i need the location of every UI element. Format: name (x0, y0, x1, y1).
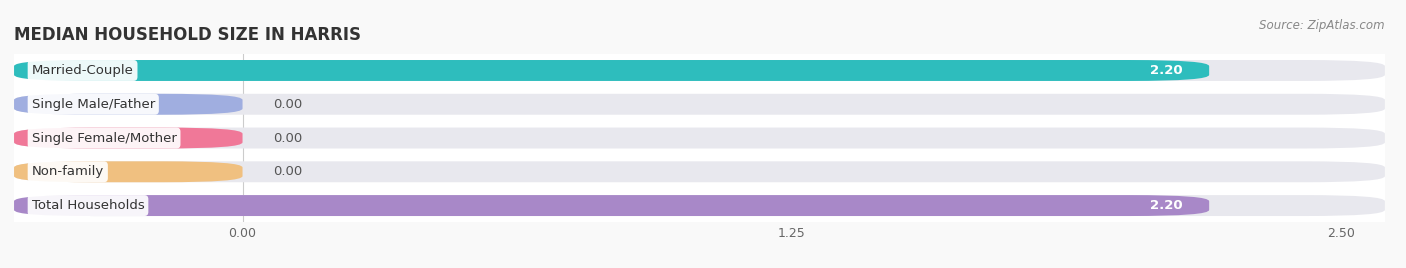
FancyBboxPatch shape (14, 128, 243, 148)
Text: 0.00: 0.00 (273, 165, 302, 178)
FancyBboxPatch shape (14, 60, 1385, 81)
FancyBboxPatch shape (14, 195, 1209, 216)
FancyBboxPatch shape (14, 161, 243, 182)
FancyBboxPatch shape (14, 161, 1385, 182)
Text: Total Households: Total Households (32, 199, 145, 212)
Text: 2.20: 2.20 (1150, 199, 1182, 212)
Text: Single Female/Mother: Single Female/Mother (32, 132, 177, 144)
FancyBboxPatch shape (14, 128, 1385, 148)
Text: Source: ZipAtlas.com: Source: ZipAtlas.com (1260, 19, 1385, 32)
Text: Non-family: Non-family (32, 165, 104, 178)
FancyBboxPatch shape (14, 94, 243, 115)
FancyBboxPatch shape (14, 195, 1385, 216)
Text: Married-Couple: Married-Couple (32, 64, 134, 77)
Text: MEDIAN HOUSEHOLD SIZE IN HARRIS: MEDIAN HOUSEHOLD SIZE IN HARRIS (14, 26, 361, 44)
FancyBboxPatch shape (14, 94, 1385, 115)
Text: 0.00: 0.00 (273, 98, 302, 111)
Text: 2.20: 2.20 (1150, 64, 1182, 77)
Text: Single Male/Father: Single Male/Father (32, 98, 155, 111)
Text: 0.00: 0.00 (273, 132, 302, 144)
FancyBboxPatch shape (14, 60, 1209, 81)
